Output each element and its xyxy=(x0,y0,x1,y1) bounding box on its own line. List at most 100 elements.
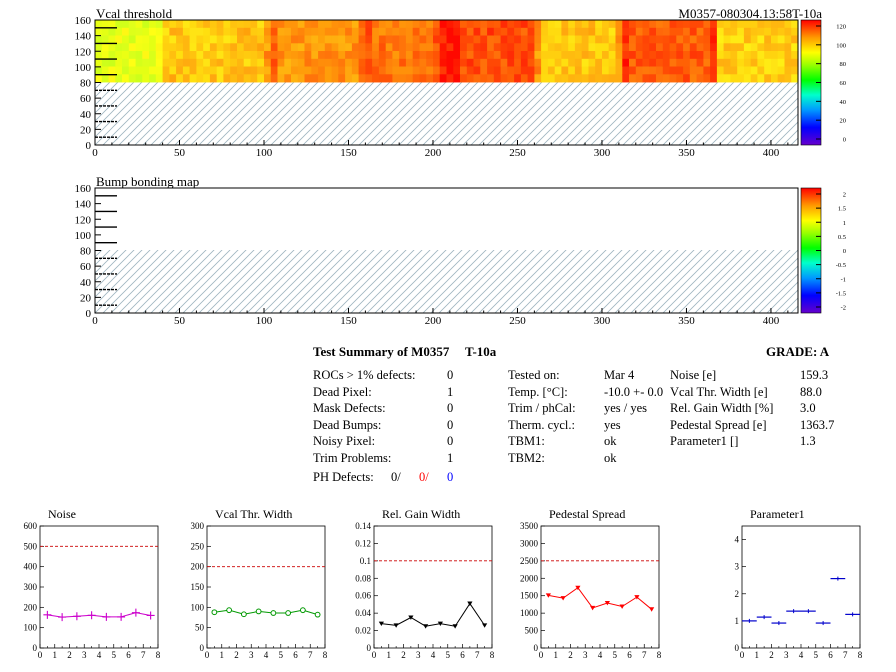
y-tick-label: 200 xyxy=(191,562,205,572)
heat-cell xyxy=(399,35,407,44)
heat-cell xyxy=(527,58,535,67)
heat-cell xyxy=(689,35,698,44)
heat-cell xyxy=(683,35,691,44)
heat-cell xyxy=(710,51,718,60)
heat-cell xyxy=(149,66,157,75)
heat-cell xyxy=(629,66,637,75)
heat-cell xyxy=(128,27,137,36)
heat-cell xyxy=(433,66,441,75)
heat-cell xyxy=(142,58,150,67)
heat-cell xyxy=(209,66,218,75)
heat-cell xyxy=(689,66,698,75)
heat-cell xyxy=(155,27,164,36)
palette-label: 80 xyxy=(840,61,847,68)
x-tick-label: 350 xyxy=(678,147,695,159)
heat-cell xyxy=(365,43,373,52)
heat-cell xyxy=(460,58,468,67)
x-tick-label: 200 xyxy=(425,147,442,159)
heat-cell xyxy=(487,35,495,44)
x-tick-label: 4 xyxy=(431,650,436,660)
heat-cell xyxy=(189,66,197,75)
heat-cell xyxy=(683,58,691,67)
heat-cell xyxy=(291,74,299,83)
heat-cell xyxy=(568,43,576,52)
y-tick-label: 1 xyxy=(735,616,740,626)
heat-cell xyxy=(730,51,738,60)
y-tick-label: 140 xyxy=(75,31,92,43)
x-tick-label: 150 xyxy=(340,147,357,159)
heat-cell xyxy=(588,27,596,36)
heat-cell xyxy=(216,74,225,83)
x-tick-label: 1 xyxy=(53,650,58,660)
x-tick-label: 350 xyxy=(678,315,695,327)
defect-label: ROCs > 1% defects: xyxy=(313,368,416,382)
heat-cell xyxy=(101,58,110,67)
heat-cell xyxy=(189,43,197,52)
defect-label: Dead Pixel: xyxy=(313,384,372,399)
heat-cell xyxy=(128,20,137,29)
heat-cell xyxy=(791,74,799,83)
heat-cell xyxy=(439,35,448,44)
y-tick-label: 100 xyxy=(24,623,38,633)
heat-cell xyxy=(547,43,556,52)
heat-cell xyxy=(541,43,549,52)
x-tick-label: 4 xyxy=(264,650,269,660)
heat-cell xyxy=(385,27,394,36)
heat-cell xyxy=(162,43,170,52)
heat-cell xyxy=(473,51,481,60)
heat-cell xyxy=(784,74,792,83)
chart-frame xyxy=(39,525,159,649)
heat-cell xyxy=(615,20,623,29)
heat-cell xyxy=(338,74,346,83)
heat-cell xyxy=(324,51,333,60)
heat-cell xyxy=(223,66,231,75)
heat-cell xyxy=(257,51,265,60)
heat-cell xyxy=(622,74,630,83)
heat-cell xyxy=(649,66,657,75)
heat-cell xyxy=(203,58,211,67)
heat-cell xyxy=(122,74,130,83)
heat-cell xyxy=(669,35,677,44)
test-label: Therm. cycl.: xyxy=(508,417,575,432)
data-point xyxy=(408,615,414,620)
heat-cell xyxy=(493,58,502,67)
x-tick-label: 2 xyxy=(401,650,406,660)
heat-cell xyxy=(689,43,698,52)
heat-cell xyxy=(466,74,475,83)
heat-cell xyxy=(514,35,522,44)
x-tick-label: 8 xyxy=(156,650,161,660)
heat-cell xyxy=(358,66,366,75)
heat-cell xyxy=(216,51,225,60)
heat-cell xyxy=(297,35,306,44)
y-tick-label: 200 xyxy=(24,602,38,612)
palette-label: 120 xyxy=(836,24,846,31)
heat-cell xyxy=(791,51,799,60)
heat-cell xyxy=(791,27,799,36)
test-value: ok xyxy=(604,450,617,465)
heat-cell xyxy=(162,51,170,60)
test-label: Trim / phCal: xyxy=(508,401,576,415)
heat-cell xyxy=(764,20,772,29)
x-tick-label: 3 xyxy=(82,650,87,660)
heat-cell xyxy=(203,20,211,29)
heat-cell xyxy=(574,51,583,60)
heat-cell xyxy=(345,43,353,52)
y-tick-label: 2500 xyxy=(520,556,539,566)
heat-cell xyxy=(581,58,590,67)
palette-label: 20 xyxy=(840,118,847,125)
heat-cell xyxy=(737,58,745,67)
heat-cell xyxy=(385,43,394,52)
heat-cell xyxy=(669,51,677,60)
heat-cell xyxy=(230,20,238,29)
heat-cell xyxy=(656,66,664,75)
heat-cell xyxy=(230,35,238,44)
heat-cell xyxy=(196,51,204,60)
heat-cell xyxy=(520,27,529,36)
heat-cell xyxy=(689,51,698,60)
heat-cell xyxy=(750,43,759,52)
heat-cell xyxy=(426,66,434,75)
y-tick-label: 3 xyxy=(735,562,740,572)
heat-cell xyxy=(412,35,421,44)
heat-cell xyxy=(710,35,718,44)
